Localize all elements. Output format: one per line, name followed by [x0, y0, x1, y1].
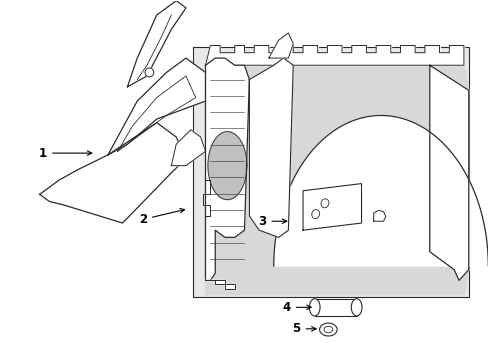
Polygon shape [205, 58, 249, 280]
Polygon shape [303, 184, 361, 230]
Polygon shape [314, 299, 356, 316]
Text: 4: 4 [282, 301, 310, 314]
Polygon shape [268, 33, 293, 58]
Polygon shape [205, 45, 463, 65]
Text: 1: 1 [39, 147, 92, 159]
Polygon shape [40, 123, 185, 223]
Polygon shape [249, 58, 293, 237]
Polygon shape [273, 116, 488, 266]
Polygon shape [205, 280, 234, 289]
Polygon shape [373, 211, 385, 221]
Ellipse shape [309, 299, 320, 316]
Polygon shape [207, 132, 246, 200]
Ellipse shape [321, 199, 328, 208]
Polygon shape [205, 65, 468, 295]
Polygon shape [108, 58, 215, 155]
Ellipse shape [145, 68, 154, 77]
Polygon shape [171, 130, 205, 166]
Ellipse shape [311, 210, 319, 219]
Polygon shape [127, 1, 185, 87]
Text: 5: 5 [292, 322, 315, 335]
Ellipse shape [350, 299, 361, 316]
Text: 3: 3 [258, 215, 286, 228]
Polygon shape [429, 65, 468, 280]
Ellipse shape [319, 323, 336, 336]
Text: 2: 2 [139, 208, 184, 226]
Bar [193, 47, 468, 297]
Ellipse shape [324, 326, 332, 333]
